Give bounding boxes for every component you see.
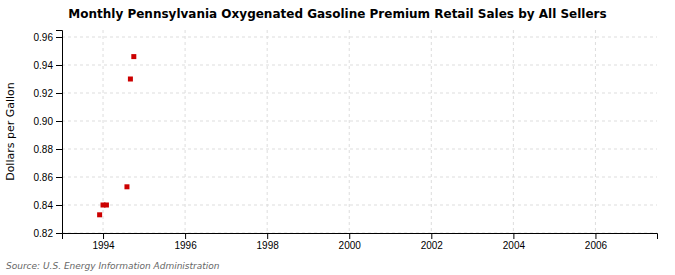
grid-line [185,30,186,233]
grid-line [62,205,657,206]
x-tick-label: 2004 [503,240,526,251]
y-tick-mark [56,205,62,206]
y-tick-label: 0.90 [34,116,54,127]
y-tick-label: 0.96 [34,32,54,43]
y-tick: 0.92 [34,88,62,99]
grid-line [62,177,657,178]
point [131,54,136,59]
chart: 1994 1996 1998 2000 2002 2004 2006 0.82 0.84 0.86… [0,0,675,275]
grid-line [62,93,657,94]
grid [62,30,657,233]
x-tick: 1996 [174,233,197,251]
y-axis-title: Dollars per Gallon [4,82,17,181]
y-axis: 0.82 0.84 0.86 0.88 0.90 0.92 0.94 0.96 [34,31,63,239]
grid-line [513,30,514,233]
title: Monthly Pennsylvania Oxygenated Gasoline… [68,7,606,21]
x-axis-line [63,234,658,240]
y-tick-label: 0.86 [34,172,54,183]
annotation: Source: U.S. Energy Information Administ… [6,261,220,271]
y-tick: 0.94 [34,60,62,71]
y-tick: 0.88 [34,144,62,155]
y-tick-mark [56,93,62,94]
x-axis: 1994 1996 1998 2000 2002 2004 2006 [63,233,658,251]
x-tick-mark [595,233,596,239]
y-tick-label: 0.94 [34,60,54,71]
y-tick-label: 0.82 [34,228,54,239]
x-tick: 2004 [503,233,526,251]
y-tick-mark [56,121,62,122]
x-tick-label: 1998 [257,240,280,251]
point [124,184,129,189]
y-tick: 0.82 [34,228,62,239]
points [97,54,136,217]
point [104,203,109,208]
x-tick: 2002 [421,233,444,251]
x-tick-mark [349,233,350,239]
grid-line [62,149,657,150]
y-tick-mark [56,65,62,66]
x-tick-label: 1994 [92,240,115,251]
grid-line [62,37,657,38]
x-tick-label: 2000 [339,240,362,251]
y-tick-mark [56,177,62,178]
x-tick: 2006 [585,233,608,251]
y-tick-mark [56,149,62,150]
grid-line [431,30,432,233]
x-tick-label: 2002 [421,240,444,251]
x-tick-mark [103,233,104,239]
y-tick-label: 0.84 [34,200,54,211]
grid-line [595,30,596,233]
y-axis-line [56,31,63,234]
y-tick-label: 0.88 [34,144,54,155]
x-tick-label: 2006 [585,240,608,251]
y-tick-mark [56,37,62,38]
y-tick-label: 0.92 [34,88,54,99]
y-tick-mark [56,233,62,234]
x-tick-mark [185,233,186,239]
x-tick-mark [431,233,432,239]
y-tick: 0.84 [34,200,62,211]
x-tick: 1994 [92,233,115,251]
x-tick: 2000 [339,233,362,251]
x-tick: 1998 [257,233,280,251]
x-tick-label: 1996 [174,240,197,251]
x-tick-mark [513,233,514,239]
y-tick: 0.86 [34,172,62,183]
point [128,77,133,82]
point [97,212,102,217]
grid-line [62,121,657,122]
y-tick: 0.96 [34,32,62,43]
x-tick-mark [267,233,268,239]
plot-area: 1994 1996 1998 2000 2002 2004 2006 0.82 0.84 0.86… [34,30,658,251]
y-tick: 0.90 [34,116,62,127]
grid-line [267,30,268,233]
grid-line [349,30,350,233]
grid-line [62,65,657,66]
